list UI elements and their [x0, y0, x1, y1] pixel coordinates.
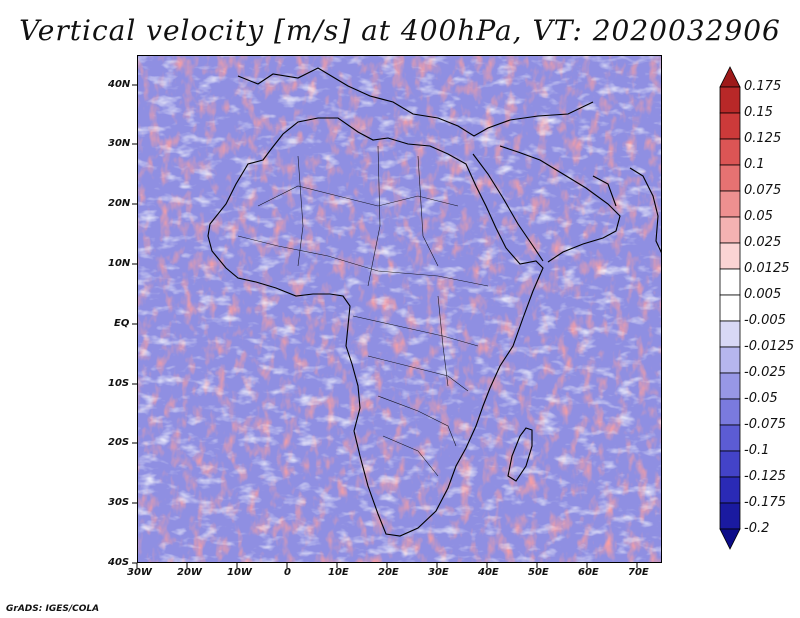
- colorbar-label: 0.025: [744, 235, 782, 250]
- lon-label: 0: [284, 567, 291, 578]
- colorbar-swatch: [719, 112, 741, 140]
- colorbar-swatch: [719, 476, 741, 504]
- madagascar-coastline: [507, 427, 533, 482]
- colorbar-swatch: [719, 268, 741, 296]
- colorbar-swatch: [719, 190, 741, 218]
- colorbar-label: -0.175: [744, 495, 786, 510]
- colorbar-swatch: [719, 320, 741, 348]
- colorbar-label: -0.05: [744, 391, 778, 406]
- africa-coastline: [207, 117, 544, 537]
- lon-label: 60E: [578, 567, 599, 578]
- colorbar-label: -0.005: [744, 313, 786, 328]
- colorbar-label: 0.005: [744, 287, 782, 302]
- chart-title: Vertical velocity [m/s] at 400hPa, VT: 2…: [19, 14, 781, 47]
- lat-label: 40S: [108, 557, 130, 568]
- colorbar-swatch: [719, 242, 741, 270]
- lat-label: 20S: [108, 437, 130, 448]
- colorbar-label: 0.15: [744, 105, 773, 120]
- lat-label: 30N: [108, 138, 131, 149]
- lon-label: 30W: [127, 567, 152, 578]
- lon-label: 20W: [177, 567, 202, 578]
- colorbar-label: -0.1: [744, 443, 770, 458]
- colorbar-swatch: [719, 294, 741, 322]
- colorbar-label: 0.125: [744, 131, 782, 146]
- lon-label: 70E: [628, 567, 649, 578]
- lon-label: 20E: [378, 567, 399, 578]
- colorbar-swatch: [719, 164, 741, 192]
- map-frame: [137, 55, 662, 563]
- lat-label: 10N: [108, 258, 131, 269]
- colorbar-label: -0.0125: [744, 339, 795, 354]
- lat-label: 20N: [108, 198, 131, 209]
- mediterranean-coast: [237, 67, 594, 137]
- lon-label: 10E: [328, 567, 349, 578]
- colorbar-swatch: [719, 346, 741, 374]
- colorbar-swatch: [719, 216, 741, 244]
- lat-label: 10S: [108, 378, 130, 389]
- colorbar-label: 0.05: [744, 209, 773, 224]
- colorbar-label: 0.175: [744, 79, 782, 94]
- lon-label: 40E: [478, 567, 499, 578]
- map-svg: [138, 56, 661, 562]
- lat-label: EQ: [114, 318, 130, 329]
- credit-text: GrADS: IGES/COLA: [6, 604, 100, 614]
- lon-label: 50E: [528, 567, 549, 578]
- colorbar-label: -0.2: [744, 521, 770, 536]
- colorbar-label: -0.025: [744, 365, 786, 380]
- coastlines: [207, 67, 661, 537]
- colorbar-arrow-top: [719, 66, 741, 88]
- colorbar-label: -0.075: [744, 417, 786, 432]
- colorbar-label: 0.0125: [744, 261, 790, 276]
- lat-label: 40N: [108, 79, 131, 90]
- red-sea-arabia: [472, 145, 621, 263]
- colorbar-swatch: [719, 424, 741, 452]
- persian-gulf-india: [592, 167, 661, 254]
- field-texture-white: [138, 56, 661, 562]
- country-borders: [237, 145, 489, 477]
- colorbar-label: 0.075: [744, 183, 782, 198]
- lon-label: 30E: [428, 567, 449, 578]
- colorbar-swatch: [719, 450, 741, 478]
- lat-label: 30S: [108, 497, 130, 508]
- colorbar-swatch: [719, 86, 741, 114]
- colorbar-label: -0.125: [744, 469, 786, 484]
- colorbar-swatch: [719, 398, 741, 426]
- colorbar-label: 0.1: [744, 157, 765, 172]
- colorbar-swatch: [719, 372, 741, 400]
- colorbar-swatch: [719, 502, 741, 530]
- lon-label: 10W: [227, 567, 252, 578]
- colorbar-arrow-bottom: [719, 528, 741, 550]
- colorbar-swatch: [719, 138, 741, 166]
